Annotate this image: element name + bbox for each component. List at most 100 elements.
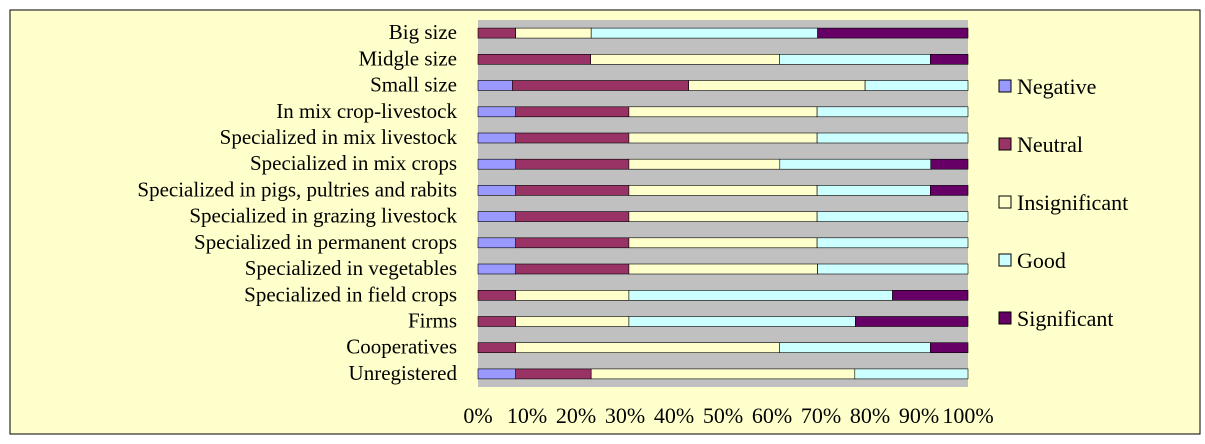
bar-segment-good-5: [816, 132, 969, 144]
bar-segment-insignificant-8: [628, 211, 818, 222]
x-tick-label: 50%: [703, 403, 743, 428]
x-tick-label: 20%: [556, 403, 596, 428]
bar-segment-significant-1: [817, 27, 969, 39]
bar-segment-negative-9: [477, 237, 517, 249]
bar-segment-negative-3: [477, 80, 513, 91]
bar-segment-insignificant-2: [590, 53, 780, 65]
bar-segment-good-2: [779, 53, 931, 65]
x-tick-label: 70%: [801, 403, 841, 428]
bar-segment-neutral-3: [511, 80, 689, 91]
bar-segment-significant-12: [854, 316, 969, 327]
bar-segment-negative-5: [477, 132, 517, 144]
legend-label-insignificant: Insignificant: [1017, 190, 1128, 215]
category-label: Firms: [408, 309, 457, 333]
category-label: Cooperatives: [346, 335, 457, 359]
category-label: Midgle size: [358, 46, 457, 70]
bar-segment-neutral-6: [515, 158, 630, 170]
bar-segment-good-9: [816, 237, 969, 249]
bar-segment-good-4: [816, 106, 969, 118]
x-axis-tick-labels: 0% 10% 20% 30% 40% 50% 60% 70% 80% 90% 100%: [463, 403, 993, 428]
category-label: Specialized in permanent crops: [194, 230, 457, 254]
bar-segment-insignificant-11: [515, 289, 630, 301]
bar-segment-neutral-14: [515, 368, 592, 380]
bar-group: [477, 27, 969, 380]
bar-segment-insignificant-13: [515, 342, 780, 354]
bar-segment-good-1: [590, 27, 818, 39]
bar-segment-negative-10: [477, 263, 517, 275]
bar-segment-neutral-4: [515, 106, 630, 118]
category-label: Specialized in field crops: [244, 282, 457, 306]
bar-segment-good-7: [816, 185, 931, 196]
bar-segment-insignificant-6: [628, 158, 781, 170]
legend-label-significant: Significant: [1017, 306, 1114, 331]
bar-segment-neutral-11: [477, 289, 517, 301]
legend-swatch-neutral: [998, 137, 1012, 151]
bar-segment-significant-7: [929, 185, 969, 196]
category-label: Specialized in mix livestock: [220, 125, 458, 149]
bar-segment-insignificant-7: [628, 185, 818, 196]
bar-segment-neutral-1: [477, 27, 517, 39]
bar-segment-negative-4: [477, 106, 517, 118]
x-tick-label: 100%: [942, 403, 993, 428]
bar-segment-good-13: [779, 342, 931, 354]
bar-segment-neutral-9: [515, 237, 630, 249]
plot-area: [478, 20, 968, 387]
bar-segment-neutral-10: [515, 263, 630, 275]
category-label: Small size: [370, 73, 457, 97]
legend-label-neutral: Neutral: [1017, 132, 1083, 157]
bar-segment-negative-6: [477, 158, 517, 170]
legend-swatch-good: [998, 253, 1012, 267]
x-tick-label: 30%: [605, 403, 645, 428]
legend-swatch-negative: [998, 79, 1012, 93]
x-tick-label: 40%: [654, 403, 694, 428]
bar-segment-neutral-5: [515, 132, 630, 144]
bar-segment-insignificant-5: [628, 132, 818, 144]
bar-segment-negative-7: [477, 185, 517, 196]
bar-segment-negative-8: [477, 211, 517, 222]
bar-segment-good-10: [817, 263, 969, 275]
bar-segment-significant-2: [929, 53, 969, 65]
bar-segment-insignificant-4: [628, 106, 818, 118]
bar-segment-insignificant-9: [628, 237, 818, 249]
bar-segment-significant-13: [929, 342, 969, 354]
bar-segment-insignificant-10: [628, 263, 818, 275]
bar-segment-good-8: [816, 211, 969, 222]
category-label: Big size: [389, 20, 457, 44]
bar-segment-good-6: [779, 158, 931, 170]
x-tick-label: 0%: [463, 403, 492, 428]
bar-segment-good-14: [854, 368, 969, 380]
bar-segment-neutral-7: [515, 185, 630, 196]
category-label: Specialized in grazing livestock: [189, 204, 457, 228]
bar-segment-insignificant-12: [515, 316, 630, 327]
x-tick-label: 80%: [850, 403, 890, 428]
bar-segment-significant-11: [892, 289, 969, 301]
legend-label-good: Good: [1017, 248, 1066, 273]
x-tick-label: 60%: [752, 403, 792, 428]
legend-swatch-significant: [998, 311, 1012, 325]
bar-segment-insignificant-14: [590, 368, 856, 380]
bar-segment-insignificant-1: [515, 27, 592, 39]
bar-segment-insignificant-3: [688, 80, 866, 91]
category-label: In mix crop-livestock: [276, 99, 457, 123]
x-tick-label: 90%: [899, 403, 939, 428]
bar-segment-significant-6: [930, 158, 969, 170]
legend-swatch-insignificant: [998, 195, 1012, 209]
category-label: Specialized in mix crops: [250, 151, 457, 175]
bar-segment-neutral-2: [477, 53, 591, 65]
bar-segment-good-12: [628, 316, 856, 327]
bar-segment-good-3: [864, 80, 969, 91]
legend: Negative Neutral Insignificant Good Signific…: [998, 74, 1128, 331]
bar-segment-good-11: [628, 289, 893, 301]
bar-segment-neutral-8: [515, 211, 630, 222]
category-label: Specialized in pigs, pultries and rabits: [137, 177, 457, 201]
x-tick-label: 10%: [507, 403, 547, 428]
legend-label-negative: Negative: [1017, 74, 1096, 99]
bar-segment-negative-14: [477, 368, 517, 380]
bar-segment-neutral-13: [477, 342, 517, 354]
category-label: Unregistered: [349, 361, 458, 385]
category-label: Specialized in vegetables: [245, 256, 457, 280]
bar-segment-neutral-12: [477, 316, 517, 327]
